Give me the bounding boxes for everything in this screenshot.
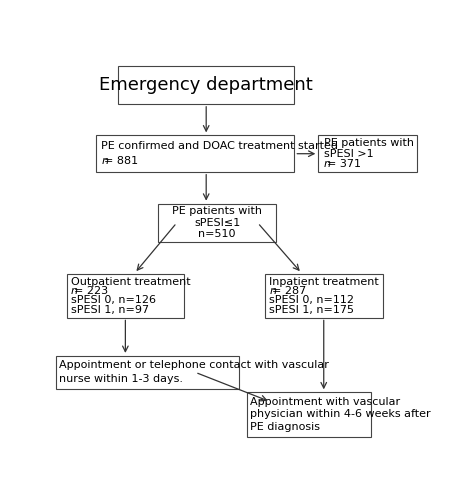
Text: PE diagnosis: PE diagnosis [250, 422, 320, 432]
Text: = 371: = 371 [327, 159, 361, 169]
FancyBboxPatch shape [118, 66, 294, 104]
Text: n: n [71, 286, 78, 296]
Text: PE patients with
sPESI≤1
n=510: PE patients with sPESI≤1 n=510 [172, 206, 262, 240]
Text: Inpatient treatment: Inpatient treatment [269, 276, 379, 286]
Text: PE confirmed and DOAC treatment started: PE confirmed and DOAC treatment started [101, 141, 338, 151]
Text: sPESI 1, n=97: sPESI 1, n=97 [71, 305, 149, 315]
Text: = 881: = 881 [104, 156, 138, 166]
Text: physician within 4-6 weeks after: physician within 4-6 weeks after [250, 409, 431, 419]
Text: sPESI 1, n=175: sPESI 1, n=175 [269, 305, 355, 315]
FancyBboxPatch shape [158, 204, 276, 242]
Text: Outpatient treatment: Outpatient treatment [71, 276, 191, 286]
FancyBboxPatch shape [318, 135, 418, 172]
Text: nurse within 1-3 days.: nurse within 1-3 days. [59, 374, 183, 384]
Text: Appointment or telephone contact with vascular: Appointment or telephone contact with va… [59, 361, 329, 371]
Text: = 223: = 223 [74, 286, 108, 296]
Text: = 287: = 287 [272, 286, 307, 296]
Text: Emergency department: Emergency department [100, 76, 313, 94]
Text: sPESI 0, n=126: sPESI 0, n=126 [71, 295, 156, 305]
FancyBboxPatch shape [246, 392, 372, 437]
Text: sPESI 0, n=112: sPESI 0, n=112 [269, 295, 355, 305]
FancyBboxPatch shape [96, 135, 294, 172]
Text: n: n [269, 286, 276, 296]
Text: n: n [324, 159, 331, 169]
FancyBboxPatch shape [55, 356, 239, 388]
Text: PE patients with: PE patients with [324, 138, 414, 148]
Text: n: n [101, 156, 109, 166]
Text: Appointment with vascular: Appointment with vascular [250, 397, 401, 407]
FancyBboxPatch shape [66, 273, 184, 318]
FancyBboxPatch shape [265, 273, 383, 318]
Text: sPESI >1: sPESI >1 [324, 149, 374, 159]
